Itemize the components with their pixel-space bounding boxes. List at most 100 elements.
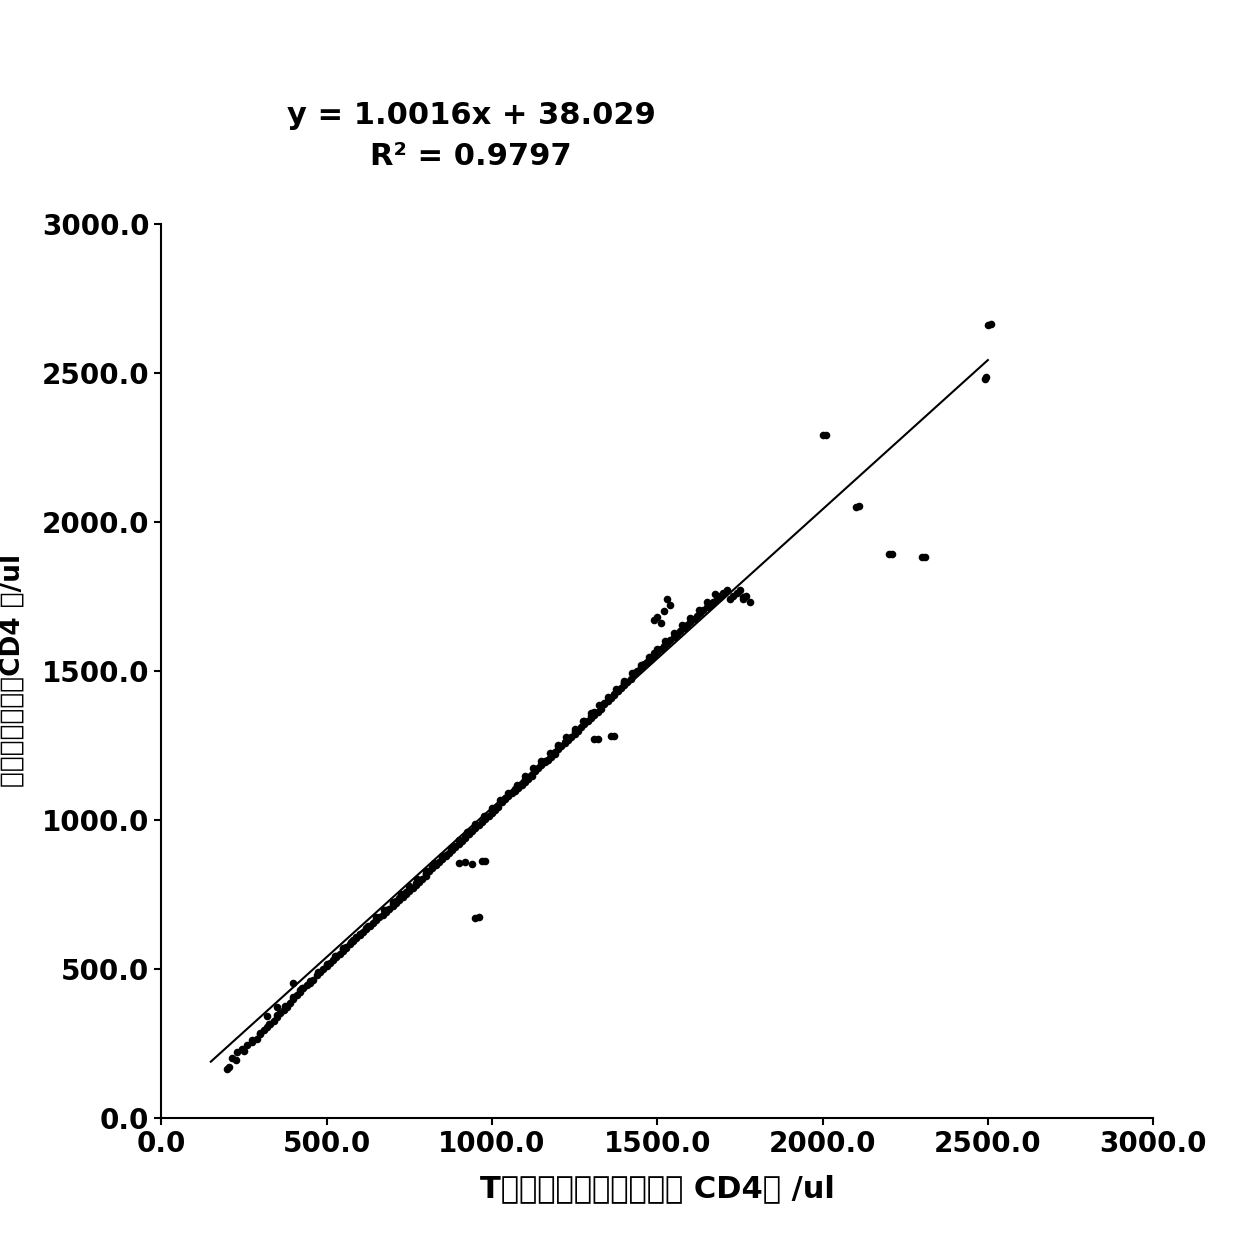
Point [681,607,701,627]
Point [647,642,667,662]
Point [330,944,350,964]
Point [485,800,505,820]
Point [405,873,425,893]
Point [267,1007,286,1027]
Point [911,548,931,568]
Point [475,807,495,827]
Point [557,727,577,746]
Point [435,846,455,866]
Point [711,586,730,606]
Point [644,643,663,663]
Point [250,1025,270,1045]
Point [250,1023,270,1043]
Point [316,956,336,976]
Point [396,882,415,902]
Point [552,735,572,755]
Point [657,633,677,653]
Point [326,946,346,966]
Point [601,688,621,708]
Point [433,848,453,868]
Point [598,691,618,710]
Point [498,786,518,806]
Point [647,640,667,660]
Point [376,902,396,922]
Point [534,753,554,773]
Point [584,705,604,725]
Point [396,884,415,904]
Point [443,840,463,859]
Point [346,929,366,949]
Point [525,761,544,781]
Point [445,836,465,856]
Point [358,915,378,935]
Point [425,854,445,874]
Point [360,917,379,936]
Text: y = 1.0016x + 38.029: y = 1.0016x + 38.029 [286,102,656,130]
Point [300,971,320,991]
Point [515,770,534,790]
Point [290,982,310,1002]
Point [687,606,707,626]
Point [399,879,419,899]
Point [366,909,386,929]
Point [584,729,604,749]
Point [584,702,604,722]
Point [707,589,727,609]
Point [975,369,994,389]
Point [588,702,608,722]
Point [548,735,568,755]
Point [350,924,370,944]
Point [386,891,405,910]
Point [408,869,428,889]
Point [353,923,373,943]
Point [611,678,631,698]
Point [320,954,340,974]
Point [606,679,626,699]
Point [558,730,578,750]
Point [350,925,370,945]
Point [562,727,582,746]
Point [472,812,492,832]
Point [275,996,295,1016]
Point [325,946,345,966]
Point [413,869,433,889]
Point [489,797,508,817]
Point [373,904,393,924]
Point [260,1013,280,1033]
Point [733,586,753,606]
Point [495,790,515,810]
Point [495,789,515,809]
Point [393,887,413,907]
Point [548,735,568,755]
Point [482,799,502,818]
Point [383,894,403,914]
Point [505,780,525,800]
Point [598,687,618,707]
Point [472,852,492,872]
Point [564,724,584,744]
Point [681,612,701,632]
Point [383,892,403,912]
Point [257,1006,277,1026]
Point [277,997,296,1017]
Point [673,619,693,638]
Point [523,759,543,779]
Point [528,759,548,779]
Point [475,851,495,871]
Point [469,815,489,835]
Point [568,720,588,740]
Point [621,669,641,689]
Point [490,790,510,810]
Point [424,853,444,873]
Point [374,899,394,919]
Point [433,846,453,866]
Point [667,625,687,645]
Point [589,696,609,715]
Point [594,694,614,714]
Point [554,733,574,753]
Point [343,929,363,949]
Point [363,914,383,934]
Point [532,750,552,770]
Point [356,919,376,939]
Point [671,621,691,641]
